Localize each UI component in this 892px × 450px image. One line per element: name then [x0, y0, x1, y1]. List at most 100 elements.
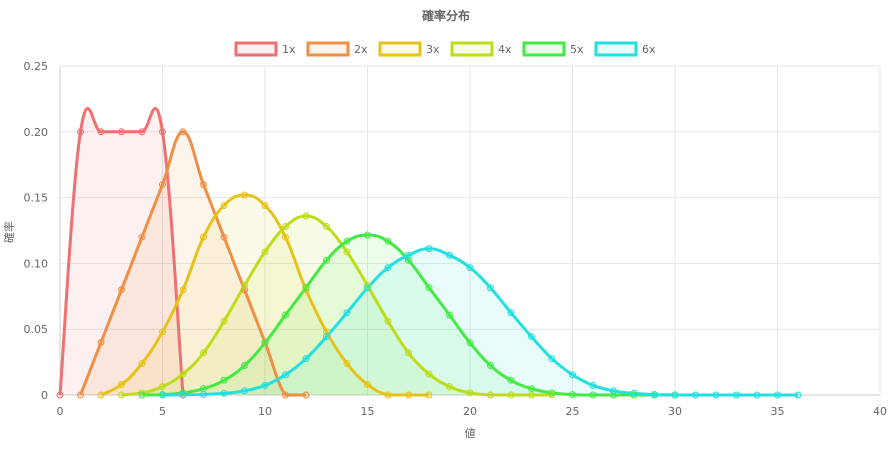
data-point-3x[interactable]: [220, 201, 228, 209]
data-point-5x[interactable]: [405, 256, 412, 264]
data-point-6x[interactable]: [569, 371, 576, 379]
data-point-6x[interactable]: [159, 391, 166, 399]
data-point-5x[interactable]: [548, 389, 556, 397]
series-line-1x[interactable]: [58, 107, 185, 396]
data-point-3x[interactable]: [425, 391, 433, 399]
data-point-6x[interactable]: [733, 391, 740, 399]
data-point-6x[interactable]: [589, 381, 597, 389]
data-point-4x[interactable]: [282, 223, 289, 231]
data-point-4x[interactable]: [261, 248, 269, 256]
data-point-6x[interactable]: [630, 389, 638, 397]
data-point-2x[interactable]: [77, 391, 84, 399]
data-point-2x[interactable]: [220, 233, 228, 241]
data-point-3x[interactable]: [343, 359, 351, 367]
data-point-5x[interactable]: [302, 284, 310, 292]
data-point-2x[interactable]: [200, 180, 207, 188]
data-point-3x[interactable]: [364, 380, 371, 388]
data-point-6x[interactable]: [692, 391, 699, 399]
series-line-6x[interactable]: [162, 247, 799, 397]
data-point-5x[interactable]: [200, 385, 207, 393]
data-point-3x[interactable]: [138, 359, 146, 367]
data-point-5x[interactable]: [528, 385, 535, 393]
data-point-4x[interactable]: [159, 383, 166, 391]
data-point-5x[interactable]: [138, 391, 146, 399]
data-point-5x[interactable]: [425, 284, 433, 292]
data-point-2x[interactable]: [159, 180, 166, 188]
data-point-6x[interactable]: [323, 333, 330, 341]
legend-item-2x[interactable]: 2x: [306, 41, 368, 57]
data-point-5x[interactable]: [364, 231, 371, 239]
data-point-3x[interactable]: [282, 233, 289, 241]
data-point-5x[interactable]: [261, 339, 269, 347]
legend-item-3x[interactable]: 3x: [378, 41, 440, 57]
data-point-3x[interactable]: [159, 328, 166, 336]
data-point-5x[interactable]: [507, 376, 515, 384]
data-point-4x[interactable]: [548, 391, 556, 399]
data-point-6x[interactable]: [220, 389, 228, 397]
data-point-6x[interactable]: [528, 333, 535, 341]
data-point-6x[interactable]: [179, 391, 187, 399]
data-point-6x[interactable]: [446, 251, 453, 259]
data-point-5x[interactable]: [466, 339, 474, 347]
data-point-4x[interactable]: [302, 212, 310, 220]
data-point-3x[interactable]: [241, 191, 248, 199]
data-point-6x[interactable]: [753, 391, 761, 399]
data-point-5x[interactable]: [589, 391, 597, 399]
series-line-3x[interactable]: [100, 193, 429, 397]
legend-item-5x[interactable]: 5x: [522, 41, 584, 57]
data-point-3x[interactable]: [384, 391, 392, 399]
data-point-4x[interactable]: [343, 248, 351, 256]
data-point-3x[interactable]: [323, 328, 330, 336]
data-point-4x[interactable]: [323, 223, 330, 231]
data-point-6x[interactable]: [405, 251, 412, 259]
data-point-2x[interactable]: [179, 128, 187, 136]
data-point-5x[interactable]: [446, 311, 453, 319]
data-point-5x[interactable]: [569, 391, 576, 399]
data-point-3x[interactable]: [261, 201, 269, 209]
data-point-5x[interactable]: [343, 237, 351, 245]
data-point-6x[interactable]: [261, 381, 269, 389]
data-point-2x[interactable]: [302, 391, 310, 399]
data-point-5x[interactable]: [487, 362, 494, 370]
data-point-4x[interactable]: [405, 349, 412, 357]
data-point-2x[interactable]: [138, 233, 146, 241]
data-point-4x[interactable]: [200, 349, 207, 357]
data-point-5x[interactable]: [323, 256, 330, 264]
data-point-6x[interactable]: [364, 284, 371, 292]
legend[interactable]: 1x 2x 3x 4x 5x 6x: [234, 41, 656, 57]
legend-item-6x[interactable]: 6x: [594, 41, 656, 57]
data-point-4x[interactable]: [138, 389, 146, 397]
data-point-2x[interactable]: [97, 338, 105, 346]
data-point-6x[interactable]: [466, 264, 474, 272]
data-point-6x[interactable]: [507, 309, 515, 317]
data-point-6x[interactable]: [651, 390, 658, 398]
data-point-6x[interactable]: [712, 391, 720, 399]
data-point-6x[interactable]: [610, 387, 617, 395]
data-point-4x[interactable]: [384, 317, 392, 325]
data-point-4x[interactable]: [364, 282, 371, 290]
data-point-6x[interactable]: [548, 355, 556, 363]
data-point-6x[interactable]: [384, 264, 392, 272]
data-point-5x[interactable]: [241, 362, 248, 370]
data-point-1x[interactable]: [97, 128, 105, 136]
data-point-4x[interactable]: [446, 383, 453, 391]
legend-item-4x[interactable]: 4x: [450, 41, 512, 57]
series-line-2x[interactable]: [79, 130, 307, 397]
data-point-3x[interactable]: [97, 391, 105, 399]
data-point-4x[interactable]: [487, 391, 494, 399]
data-point-6x[interactable]: [487, 284, 494, 292]
data-point-4x[interactable]: [220, 317, 228, 325]
data-point-5x[interactable]: [220, 376, 228, 384]
data-point-5x[interactable]: [384, 237, 392, 245]
data-point-3x[interactable]: [405, 391, 412, 399]
data-point-3x[interactable]: [302, 286, 310, 294]
data-point-5x[interactable]: [282, 311, 289, 319]
data-point-1x[interactable]: [77, 128, 84, 136]
data-point-6x[interactable]: [302, 355, 310, 363]
data-point-6x[interactable]: [671, 391, 679, 399]
data-point-3x[interactable]: [200, 233, 207, 241]
data-point-6x[interactable]: [774, 391, 781, 399]
data-point-6x[interactable]: [241, 387, 248, 395]
data-point-1x[interactable]: [138, 128, 146, 136]
data-point-1x[interactable]: [159, 128, 166, 136]
